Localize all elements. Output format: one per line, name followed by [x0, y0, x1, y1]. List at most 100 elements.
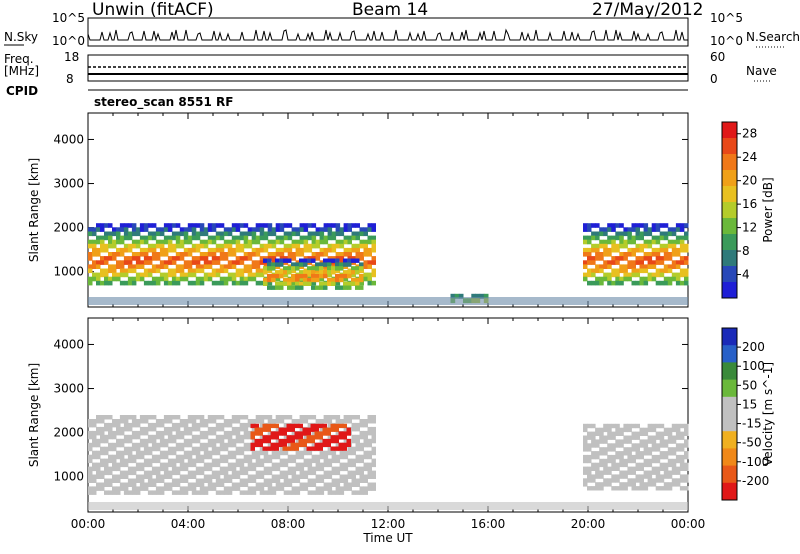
echo-cell	[175, 256, 181, 261]
echo-cell	[139, 478, 145, 483]
echo-cell	[303, 239, 309, 245]
echo-cell	[183, 426, 189, 432]
echo-cell	[306, 446, 311, 451]
echo-cell	[155, 227, 161, 232]
echo-cell	[635, 447, 640, 452]
colorbar-segment	[722, 396, 737, 415]
echo-cell	[191, 458, 197, 464]
echo-cell	[100, 446, 105, 452]
echo-cell	[343, 482, 349, 487]
echo-cell	[363, 247, 368, 253]
echo-cell	[159, 247, 165, 253]
echo-cell	[135, 422, 141, 428]
echo-cell	[587, 239, 592, 245]
echo-cell	[663, 431, 669, 436]
echo-cell	[211, 227, 217, 232]
echo-cell	[335, 486, 341, 491]
echo-cell	[271, 252, 277, 257]
echo-cell	[92, 466, 97, 472]
echo-cell	[351, 462, 356, 468]
echo-cell	[647, 447, 653, 452]
echo-cell	[199, 486, 205, 491]
echo-cell	[330, 427, 335, 432]
echo-cell	[318, 423, 323, 429]
echo-cell	[311, 223, 317, 228]
echo-cell	[335, 239, 341, 245]
echo-cell	[335, 415, 341, 420]
echo-cell	[655, 458, 661, 464]
echo-cell	[279, 247, 285, 253]
echo-cell	[175, 239, 181, 245]
echo-cell	[88, 231, 93, 237]
echo-cell	[96, 247, 101, 253]
echo-cell	[343, 223, 349, 228]
echo-cell	[167, 239, 173, 245]
echo-cell	[199, 239, 205, 245]
echo-cell	[343, 262, 348, 267]
echo-cell	[191, 462, 197, 468]
echo-cell	[611, 454, 616, 460]
echo-cell	[112, 422, 117, 428]
echo-cell	[167, 474, 173, 479]
echo-cell	[627, 470, 632, 475]
echo-cell	[651, 439, 657, 444]
echo-cell	[311, 490, 317, 495]
echo-cell	[263, 490, 269, 495]
echo-cell	[287, 442, 293, 448]
echo-cell	[171, 223, 177, 228]
echo-cell	[659, 451, 665, 456]
echo-cell	[227, 252, 233, 257]
echo-cell	[331, 223, 337, 228]
echo-cell	[131, 430, 137, 436]
echo-cell	[287, 252, 293, 257]
echo-cell	[279, 273, 284, 279]
echo-cell	[271, 478, 277, 483]
echo-cell	[615, 231, 620, 237]
echo-cell	[359, 231, 364, 237]
echo-cell	[104, 280, 109, 286]
echo-cell	[239, 490, 245, 495]
echo-cell	[335, 482, 341, 487]
echo-cell	[195, 490, 201, 495]
echo-cell	[187, 486, 193, 491]
echo-cell	[335, 285, 340, 290]
echo-cell	[135, 239, 141, 245]
echo-cell	[334, 435, 339, 440]
echo-cell	[326, 438, 331, 444]
echo-cell	[243, 490, 249, 495]
echo-cell	[651, 447, 657, 452]
echo-cell	[251, 486, 257, 491]
echo-cell	[307, 277, 312, 283]
echo-cell	[239, 272, 245, 278]
echo-cell	[339, 262, 344, 267]
echo-cell	[275, 438, 281, 444]
echo-cell	[339, 243, 345, 249]
echo-cell	[663, 256, 669, 261]
echo-cell	[179, 264, 185, 269]
echo-cell	[639, 268, 644, 274]
echo-cell	[347, 419, 352, 424]
echo-cell	[279, 235, 285, 241]
echo-cell	[171, 438, 177, 444]
echo-cell	[651, 458, 657, 464]
echo-cell	[211, 260, 217, 265]
echo-cell	[215, 462, 221, 468]
echo-cell	[275, 454, 281, 460]
echo-cell	[671, 427, 677, 433]
colorbar-tick-label: 50	[742, 378, 757, 392]
echo-cell	[92, 272, 97, 278]
echo-cell	[659, 223, 665, 228]
echo-cell	[684, 462, 689, 468]
echo-cell	[96, 264, 101, 269]
echo-cell	[119, 458, 125, 464]
echo-cell	[219, 276, 225, 282]
echo-cell	[639, 235, 644, 241]
echo-cell	[290, 423, 295, 429]
echo-cell	[627, 435, 632, 440]
echo-cell	[311, 277, 316, 283]
echo-cell	[151, 490, 157, 495]
echo-cell	[92, 434, 97, 440]
echo-cell	[92, 438, 97, 444]
echo-cell	[215, 490, 221, 495]
echo-cell	[311, 458, 317, 464]
